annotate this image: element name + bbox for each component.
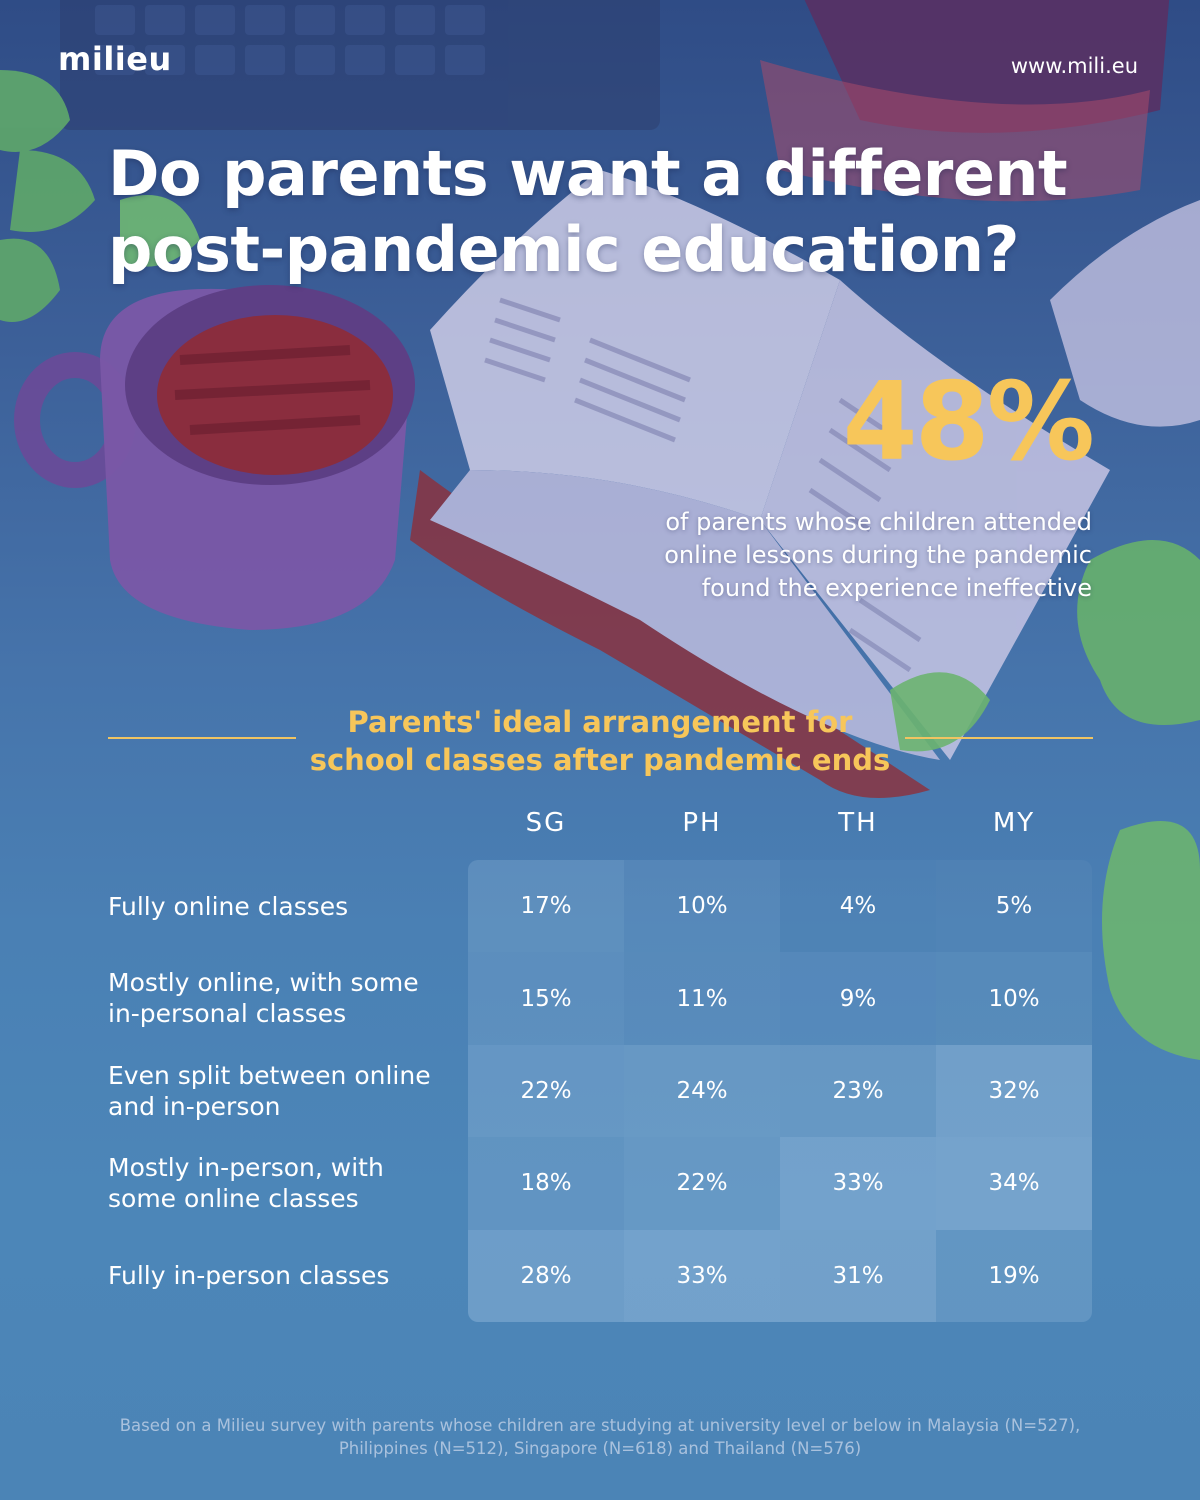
column-header-my: MY: [992, 808, 1036, 838]
table-cell: 18%: [468, 1137, 624, 1230]
row-label: Mostly in-person, with some online class…: [108, 1153, 384, 1214]
table-cell: 32%: [936, 1044, 1092, 1138]
table-cell: 19%: [936, 1229, 1092, 1322]
table-cell: 24%: [624, 1044, 780, 1138]
table-cell: 31%: [780, 1229, 936, 1322]
coffee-cup-illustration: [14, 285, 415, 630]
table-cell: 33%: [624, 1229, 780, 1322]
highlight-stat: 48%: [842, 360, 1095, 485]
column-header-th: TH: [838, 808, 878, 838]
page-title: Do parents want a different post-pandemi…: [108, 137, 1068, 286]
table-cell: 17%: [468, 860, 624, 953]
column-header-ph: PH: [682, 808, 722, 838]
table-cell: 10%: [624, 860, 780, 953]
table-cell: 22%: [624, 1137, 780, 1230]
row-label: Fully in-person classes: [108, 1261, 390, 1291]
row-label: Mostly online, with some in-personal cla…: [108, 968, 419, 1029]
table-cell: 10%: [936, 952, 1092, 1045]
table-cell: 33%: [780, 1137, 936, 1230]
table-cell: 5%: [936, 860, 1092, 953]
section-divider-left: [108, 737, 296, 739]
table-cell: 15%: [468, 952, 624, 1045]
survey-footnote: Based on a Milieu survey with parents wh…: [119, 1416, 1081, 1458]
row-label: Even split between online and in-person: [108, 1060, 431, 1121]
heatmap-table: 17% 10% 4% 5% 15% 11% 9% 10% 22% 24% 23% 32% 18% 22% 3…: [468, 860, 1092, 1322]
table-cell: 11%: [624, 952, 780, 1045]
table-cell: 28%: [468, 1229, 624, 1322]
section-divider-right: [905, 737, 1093, 739]
column-header-sg: SG: [525, 808, 567, 838]
table-cell: 4%: [780, 860, 936, 953]
table-cell: 34%: [936, 1137, 1092, 1230]
milieu-logo: milieu: [58, 40, 172, 78]
highlight-description: of parents whose children attended onlin…: [664, 508, 1092, 602]
website-url[interactable]: www.mili.eu: [1010, 54, 1138, 78]
row-label: Fully online classes: [108, 891, 349, 921]
table-cell: 22%: [468, 1044, 624, 1138]
table-cell: 23%: [780, 1044, 936, 1138]
table-title: Parents' ideal arrangement for school cl…: [309, 705, 891, 777]
table-cell: 9%: [780, 952, 936, 1045]
